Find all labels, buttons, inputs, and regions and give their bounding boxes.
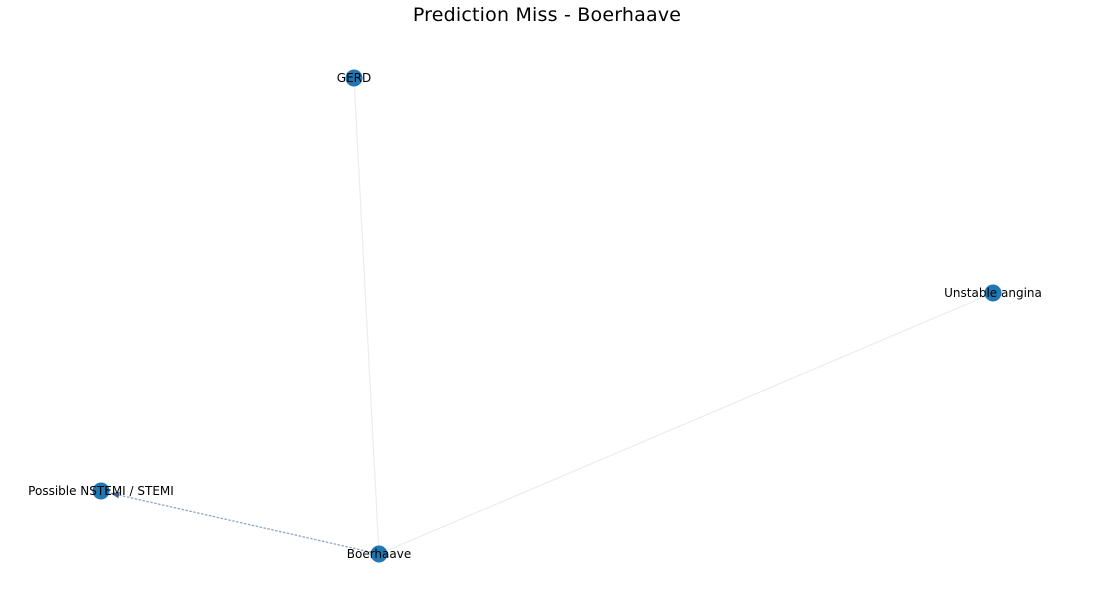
nodes-layer <box>92 69 1002 563</box>
node-boerhaave <box>370 545 388 563</box>
edge-boerhaave-unstable-angina <box>378 292 994 555</box>
labels-layer: GERD Unstable angina Possible NSTEMI / STE… <box>28 71 1042 561</box>
node-label-nstemi-stemi: Possible NSTEMI / STEMI <box>28 484 174 498</box>
edge-boerhaave-nstemi-stemi <box>100 490 380 555</box>
edge-boerhaave-gerd <box>353 77 380 555</box>
node-gerd <box>345 69 363 87</box>
node-label-gerd: GERD <box>337 71 371 85</box>
node-nstemi-stemi <box>92 482 110 500</box>
edges-layer <box>100 77 994 555</box>
node-label-unstable-angina: Unstable angina <box>944 286 1042 300</box>
node-unstable-angina <box>984 284 1002 302</box>
graph-title: Prediction Miss - Boerhaave <box>412 4 682 26</box>
edge-arrowhead-nstemi-stemi <box>110 491 120 499</box>
node-label-boerhaave: Boerhaave <box>347 547 411 561</box>
